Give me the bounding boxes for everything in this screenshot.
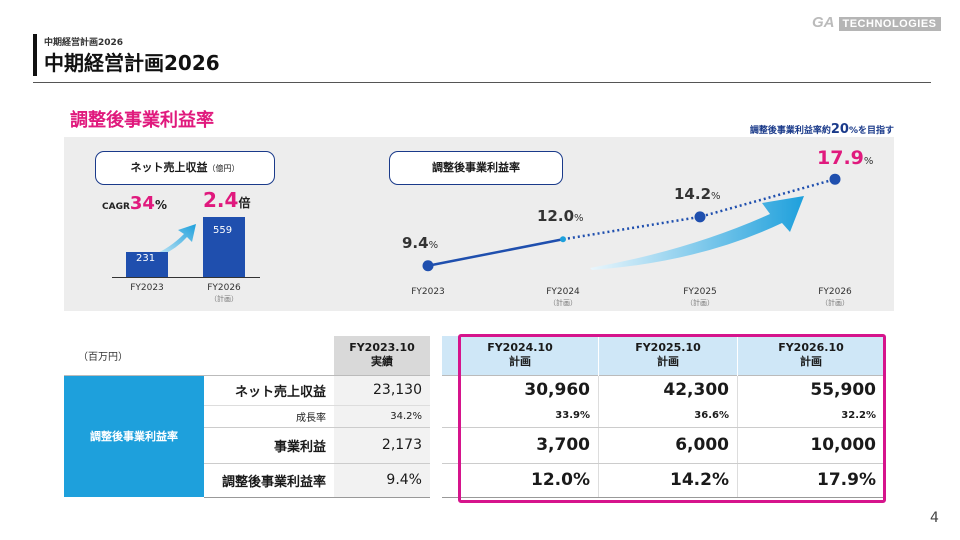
- multiple-label: 2.4倍: [203, 188, 250, 212]
- line-category-label: FY2025: [683, 287, 717, 297]
- table-cell: 9.4%: [334, 463, 436, 498]
- page-number: 4: [930, 510, 939, 526]
- logo-mark: GA: [812, 14, 835, 31]
- growth-arrow-icon: [144, 224, 196, 260]
- bar-category-label: FY2026: [207, 283, 241, 293]
- margin-point-label: 14.2%: [674, 185, 721, 203]
- financial-table: （百万円） FY2023.10 実績 FY2024.10 計画 FY2025.1…: [64, 336, 884, 498]
- table-row: 成長率 34.2% 33.9% 36.6% 32.2%: [64, 405, 884, 428]
- table-cell: 14.2%: [598, 463, 738, 498]
- table-cell: 55,900: [737, 375, 884, 405]
- col-header-line1: FY2025.10: [635, 341, 701, 355]
- cagr-label: CAGR34%: [102, 193, 167, 214]
- col-header-line2: 実績: [371, 355, 393, 369]
- bar-baseline: [112, 277, 260, 278]
- margin-point: [694, 211, 706, 223]
- col-header-line1: FY2026.10: [778, 341, 844, 355]
- margin-line-chart: [422, 173, 841, 272]
- revenue-pill-unit: （億円）: [207, 164, 240, 173]
- revenue-bar: 559: [203, 217, 245, 277]
- company-logo: GA TECHNOLOGIES: [812, 14, 941, 31]
- line-category-sub: （計画）: [821, 299, 849, 307]
- margin-point-unit: %: [711, 190, 721, 202]
- margin-point-value: 14.2: [674, 184, 712, 203]
- table-cell: 42,300: [598, 375, 738, 405]
- margin-point-unit: %: [428, 239, 439, 251]
- table-cell: 32.2%: [737, 405, 884, 428]
- table-cell: 33.9%: [430, 405, 599, 428]
- table-cell: 34.2%: [334, 405, 436, 428]
- row-label: 調整後事業利益率: [204, 463, 334, 498]
- header-divider: [33, 82, 931, 83]
- unit-label: （百万円）: [78, 351, 128, 363]
- col-header-line1: FY2023.10: [349, 341, 415, 355]
- title-accent-bar: [33, 34, 37, 76]
- page-title: 中期経営計画2026: [44, 51, 220, 75]
- margin-line-actual: [427, 238, 564, 267]
- margin-point-value: 17.9: [817, 147, 864, 170]
- table-cell: 6,000: [598, 427, 738, 464]
- line-category-label: FY2023: [411, 287, 445, 297]
- margin-pill-label: 調整後事業利益率: [389, 151, 563, 185]
- col-header-line2: 計画: [509, 355, 531, 369]
- margin-point: [422, 260, 434, 272]
- table-cell: 36.6%: [598, 405, 738, 428]
- plan-highlight-frame: [458, 334, 886, 503]
- line-category-sub: （計画）: [686, 299, 714, 307]
- logo-word: TECHNOLOGIES: [838, 17, 941, 31]
- cagr-unit: %: [154, 198, 167, 212]
- row-label: 成長率: [204, 405, 334, 428]
- table-cell: 17.9%: [737, 463, 884, 498]
- margin-point-label: 9.4%: [402, 234, 438, 252]
- table-cell: 23,130: [334, 375, 436, 406]
- margin-point-value: 9.4: [402, 233, 429, 252]
- multiple-unit: 倍: [238, 196, 251, 210]
- revenue-bar: 231: [126, 252, 168, 277]
- table-cell: 2,173: [334, 427, 436, 464]
- target-note-prefix: 調整後事業利益率約: [749, 126, 831, 136]
- row-label: ネット売上収益: [204, 375, 334, 406]
- bar-category-label: FY2023: [130, 283, 164, 293]
- line-category-label: FY2024: [546, 287, 580, 297]
- line-category-sub: （計画）: [549, 299, 577, 307]
- target-note: 調整後事業利益率約20%を目指す: [690, 122, 894, 137]
- col-header-fy2023: FY2023.10 実績: [334, 336, 436, 375]
- revenue-pill-text: ネット売上収益: [130, 161, 208, 174]
- margin-point: [560, 236, 566, 243]
- bar-value-label: 559: [213, 225, 233, 237]
- row-label: 事業利益: [204, 427, 334, 464]
- margin-pill-text: 調整後事業利益率: [432, 161, 520, 174]
- col-header-line2: 計画: [657, 355, 679, 369]
- bar-category-sub: （計画）: [210, 295, 238, 303]
- table-row: 調整後事業利益率 ネット売上収益 23,130 30,960 42,300 55…: [64, 375, 884, 497]
- margin-point-label: 17.9%: [817, 147, 873, 169]
- table-header-row: （百万円） FY2023.10 実績 FY2024.10 計画 FY2025.1…: [64, 336, 884, 375]
- col-header-fy2025: FY2025.10 計画: [598, 336, 738, 375]
- section-title: 調整後事業利益率: [70, 110, 214, 131]
- cagr-value: 34: [129, 193, 155, 214]
- target-note-value: 20: [830, 122, 849, 137]
- col-header-fy2026: FY2026.10 計画: [737, 336, 884, 375]
- col-header-line2: 計画: [800, 355, 822, 369]
- revenue-pill-label: ネット売上収益（億円）: [95, 151, 275, 185]
- group-label-cell: 調整後事業利益率: [64, 375, 204, 497]
- margin-point-unit: %: [863, 156, 874, 168]
- margin-line-plan: [562, 177, 836, 241]
- table-cell: 10,000: [737, 427, 884, 464]
- col-header-line1: FY2024.10: [487, 341, 553, 355]
- bar-value-label: 231: [136, 253, 156, 265]
- trend-arrow-icon: [590, 196, 804, 270]
- multiple-value: 2.4: [203, 188, 239, 212]
- margin-point-unit: %: [574, 213, 584, 225]
- cagr-prefix: CAGR: [102, 202, 130, 212]
- margin-point-value: 12.0: [537, 207, 575, 226]
- margin-point-label: 12.0%: [537, 207, 584, 225]
- margin-point: [829, 173, 841, 185]
- breadcrumb: 中期経営計画2026: [44, 38, 124, 48]
- line-category-label: FY2026: [818, 287, 852, 297]
- target-note-suffix: %を目指す: [848, 126, 894, 136]
